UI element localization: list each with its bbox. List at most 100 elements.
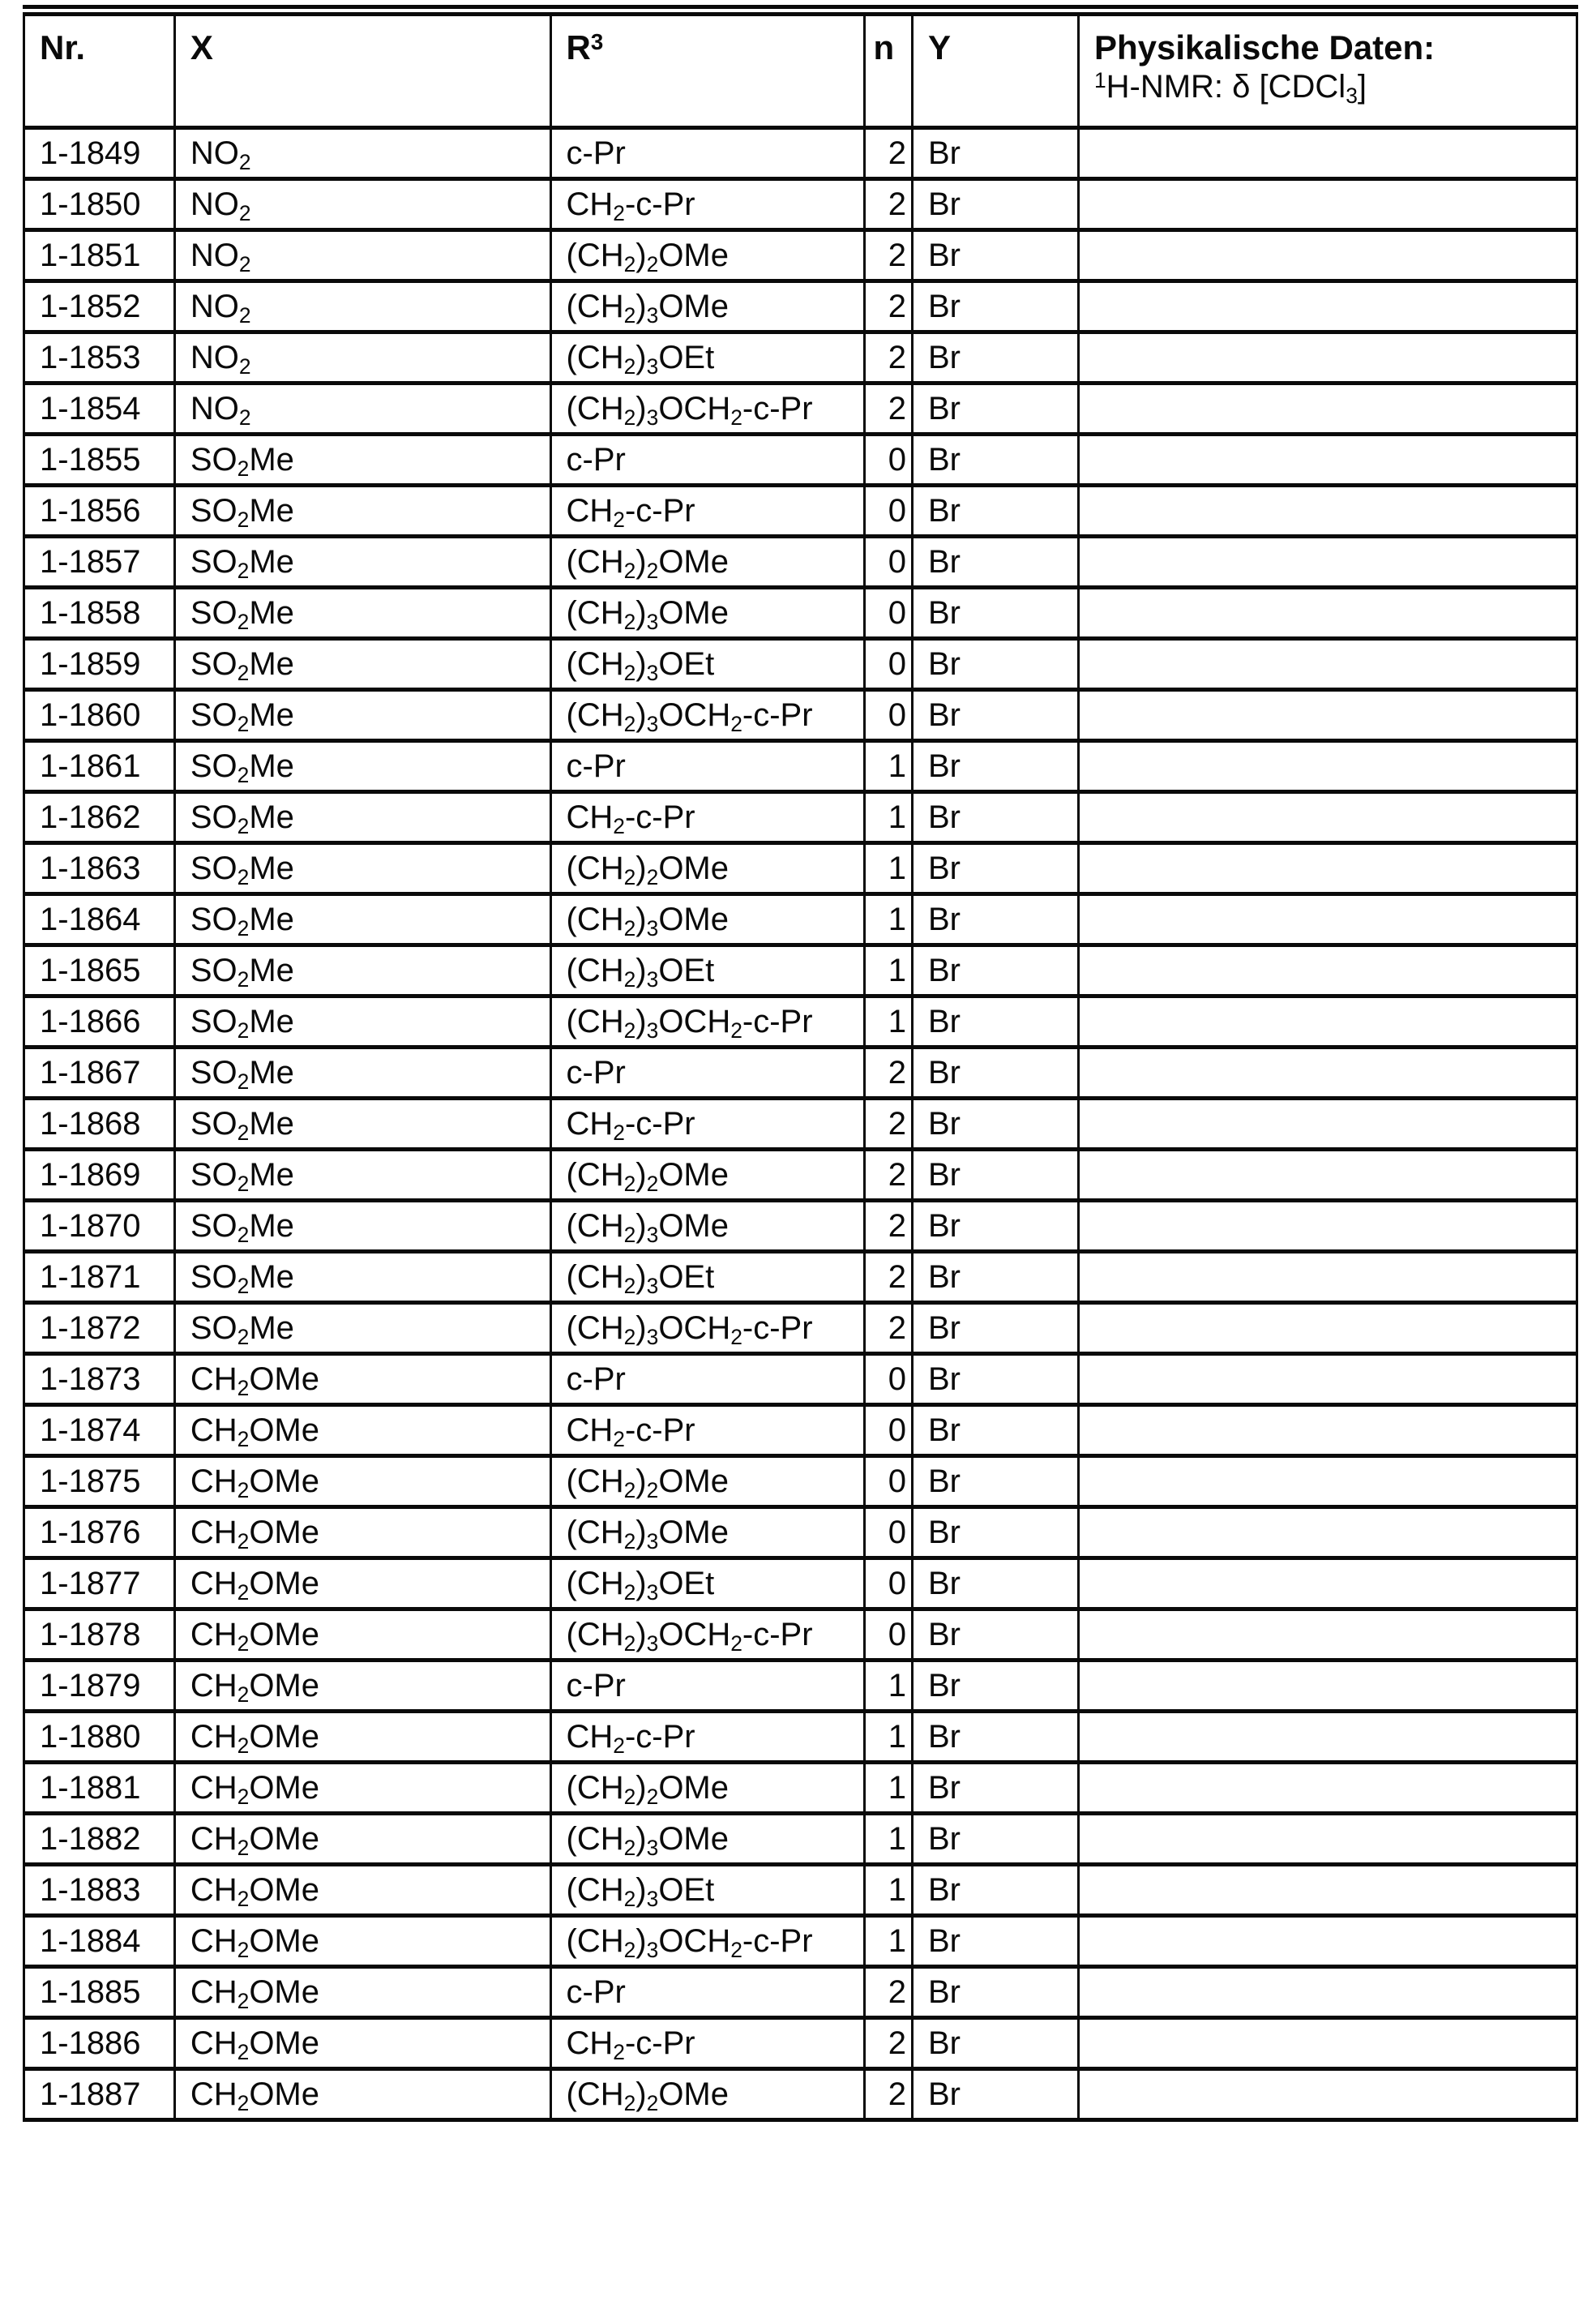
table-row: 1-1871 SO2Me (CH2)3OEt 2 Br	[23, 1249, 1579, 1305]
cell-nr: 1-1885	[23, 1965, 176, 2020]
cell-nr: 1-1859	[23, 636, 176, 692]
cell-y: Br	[910, 177, 1080, 232]
table-top-rule	[23, 5, 1578, 9]
cell-y: Br	[910, 126, 1080, 181]
header-x: X	[173, 12, 552, 130]
cell-n: 2	[862, 1045, 914, 1100]
cell-daten	[1076, 1913, 1579, 1969]
cell-nr: 1-1875	[23, 1454, 176, 1509]
header-daten-line1: Physikalische Daten:	[1093, 28, 1436, 66]
table-row: 1-1849 NO2 c-Pr 2 Br	[23, 126, 1579, 181]
cell-nr: 1-1881	[23, 1760, 176, 1815]
table-row: 1-1859 SO2Me (CH2)3OEt 0 Br	[23, 636, 1579, 692]
header-row: Nr. X R3 n Y Physikalische Daten: 1H-NMR…	[23, 12, 1579, 130]
cell-n: 1	[862, 1811, 914, 1866]
cell-nr: 1-1858	[23, 585, 176, 641]
cell-x: SO2Me	[173, 1045, 552, 1100]
cell-r3: (CH2)3OMe	[549, 1505, 866, 1560]
cell-x: CH2OMe	[173, 1709, 552, 1764]
cell-n: 1	[862, 841, 914, 896]
cell-nr: 1-1861	[23, 739, 176, 794]
cell-x: SO2Me	[173, 841, 552, 896]
cell-n: 0	[862, 1556, 914, 1611]
cell-n: 1	[862, 1913, 914, 1969]
cell-nr: 1-1855	[23, 432, 176, 487]
cell-daten	[1076, 1556, 1579, 1611]
cell-daten	[1076, 1862, 1579, 1918]
cell-y: Br	[910, 534, 1080, 589]
cell-x: SO2Me	[173, 688, 552, 743]
table-row: 1-1879 CH2OMe c-Pr 1 Br	[23, 1658, 1579, 1713]
cell-daten	[1076, 892, 1579, 947]
header-physikalische-daten: Physikalische Daten: 1H-NMR: δ [CDCl3]	[1076, 12, 1579, 130]
cell-daten	[1076, 432, 1579, 487]
cell-y: Br	[910, 1045, 1080, 1100]
cell-y: Br	[910, 1403, 1080, 1458]
cell-x: SO2Me	[173, 1198, 552, 1253]
cell-r3: CH2-c-Pr	[549, 1096, 866, 1151]
cell-y: Br	[910, 228, 1080, 283]
table-row: 1-1860 SO2Me (CH2)3OCH2-c-Pr 0 Br	[23, 688, 1579, 743]
cell-y: Br	[910, 841, 1080, 896]
table-row: 1-1872 SO2Me (CH2)3OCH2-c-Pr 2 Br	[23, 1301, 1579, 1356]
cell-nr: 1-1879	[23, 1658, 176, 1713]
cell-n: 2	[862, 2016, 914, 2071]
table-row: 1-1865 SO2Me (CH2)3OEt 1 Br	[23, 943, 1579, 998]
cell-daten	[1076, 739, 1579, 794]
cell-x: NO2	[173, 330, 552, 385]
cell-r3: (CH2)3OCH2-c-Pr	[549, 1301, 866, 1356]
table-row: 1-1877 CH2OMe (CH2)3OEt 0 Br	[23, 1556, 1579, 1611]
table-row: 1-1882 CH2OMe (CH2)3OMe 1 Br	[23, 1811, 1579, 1866]
cell-nr: 1-1876	[23, 1505, 176, 1560]
cell-n: 0	[862, 483, 914, 538]
cell-daten	[1076, 1811, 1579, 1866]
table-row: 1-1866 SO2Me (CH2)3OCH2-c-Pr 1 Br	[23, 994, 1579, 1049]
cell-x: NO2	[173, 279, 552, 334]
cell-r3: (CH2)3OCH2-c-Pr	[549, 1607, 866, 1662]
cell-nr: 1-1886	[23, 2016, 176, 2071]
cell-y: Br	[910, 1096, 1080, 1151]
cell-daten	[1076, 1301, 1579, 1356]
cell-x: SO2Me	[173, 585, 552, 641]
cell-n: 2	[862, 381, 914, 436]
cell-r3: (CH2)3OMe	[549, 1198, 866, 1253]
header-n: n	[862, 12, 914, 130]
table-row: 1-1868 SO2Me CH2-c-Pr 2 Br	[23, 1096, 1579, 1151]
table-row: 1-1878 CH2OMe (CH2)3OCH2-c-Pr 0 Br	[23, 1607, 1579, 1662]
cell-x: CH2OMe	[173, 1454, 552, 1509]
cell-daten	[1076, 943, 1579, 998]
cell-nr: 1-1870	[23, 1198, 176, 1253]
cell-n: 2	[862, 228, 914, 283]
cell-daten	[1076, 1607, 1579, 1662]
cell-daten	[1076, 1505, 1579, 1560]
table-row: 1-1886 CH2OMe CH2-c-Pr 2 Br	[23, 2016, 1579, 2071]
cell-r3: (CH2)2OMe	[549, 841, 866, 896]
cell-n: 1	[862, 1760, 914, 1815]
cell-r3: CH2-c-Pr	[549, 2016, 866, 2071]
cell-n: 2	[862, 177, 914, 232]
cell-y: Br	[910, 330, 1080, 385]
cell-daten	[1076, 2067, 1579, 2122]
cell-daten	[1076, 1198, 1579, 1253]
table-row: 1-1874 CH2OMe CH2-c-Pr 0 Br	[23, 1403, 1579, 1458]
cell-n: 0	[862, 1352, 914, 1407]
cell-daten	[1076, 1249, 1579, 1305]
cell-r3: (CH2)2OMe	[549, 2067, 866, 2122]
cell-y: Br	[910, 432, 1080, 487]
cell-daten	[1076, 483, 1579, 538]
cell-n: 0	[862, 534, 914, 589]
cell-y: Br	[910, 1505, 1080, 1560]
cell-r3: (CH2)3OEt	[549, 1556, 866, 1611]
cell-n: 2	[862, 2067, 914, 2122]
cell-r3: c-Pr	[549, 432, 866, 487]
table-row: 1-1875 CH2OMe (CH2)2OMe 0 Br	[23, 1454, 1579, 1509]
cell-x: SO2Me	[173, 1301, 552, 1356]
cell-y: Br	[910, 1709, 1080, 1764]
cell-r3: (CH2)2OMe	[549, 1760, 866, 1815]
header-nr: Nr.	[23, 12, 176, 130]
table-row: 1-1881 CH2OMe (CH2)2OMe 1 Br	[23, 1760, 1579, 1815]
cell-n: 1	[862, 943, 914, 998]
cell-y: Br	[910, 688, 1080, 743]
cell-n: 0	[862, 636, 914, 692]
